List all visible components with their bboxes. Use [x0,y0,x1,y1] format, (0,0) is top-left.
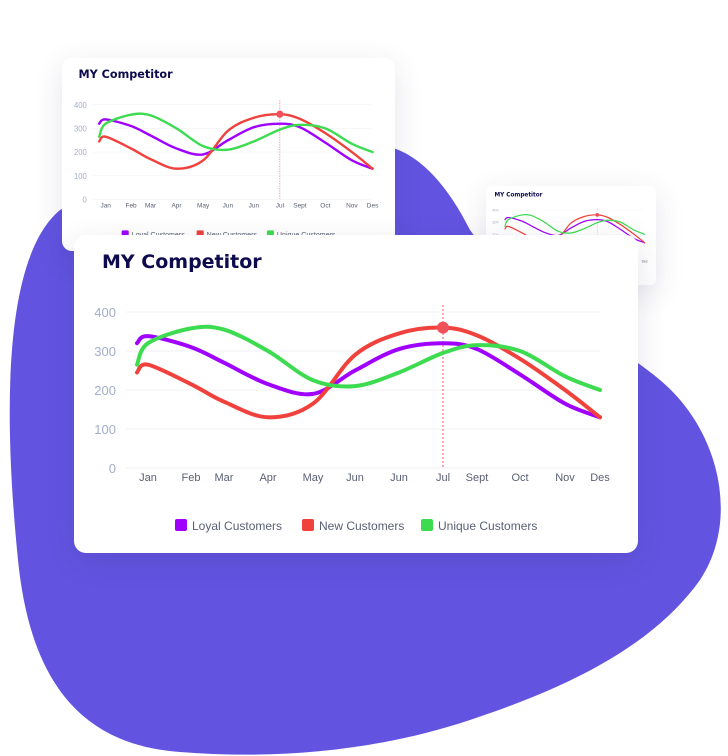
chart-title: MY Competitor [494,192,542,198]
x-tick-label: Jan [100,202,111,209]
competitor-chart-card-preview: MY Competitor 0 100 200 300 400 Jan Feb Mar Apr Ma… [62,58,395,251]
series-line-loyal-customers [135,334,602,420]
x-tick-label: Des [642,260,648,264]
legend-label: Unique Customers [438,519,537,533]
legend-label: New Customers [319,519,404,533]
x-tick-label: Jun [249,202,260,209]
x-tick-label: Mar [215,472,234,484]
x-tick-label: Jan [139,472,157,484]
x-tick-label: Mar [145,202,157,209]
x-tick-label: Des [367,202,379,209]
x-tick-label: Feb [182,472,201,484]
x-tick-label: May [197,202,210,209]
x-tick-label: Jun [346,472,364,484]
x-tick-label: Jun [390,472,408,484]
x-tick-label: Des [590,472,610,484]
y-tick-label: 400 [492,207,499,212]
x-tick-label: May [303,472,324,484]
y-tick-label: 200 [94,383,116,398]
series-line-loyal-customers [504,216,646,244]
legend-swatch [421,519,433,531]
series-line-loyal-customers [98,118,374,170]
x-tick-label: Apr [259,472,276,484]
series-line-unique-customers [504,213,646,235]
series-line-new-customers [98,112,374,170]
highlight-point [595,212,600,217]
y-tick-label: 300 [74,124,87,133]
y-tick-label: 0 [109,461,116,476]
x-tick-label: Nov [555,472,575,484]
legend-swatch [302,519,314,531]
y-tick-label: 100 [74,172,87,181]
chart-title: MY Competitor [102,251,262,273]
y-tick-label: 300 [492,220,499,225]
x-tick-label: Jul [436,472,450,484]
x-tick-label: Nov [346,202,358,209]
highlight-point [437,321,449,334]
x-tick-label: Feb [125,202,137,209]
y-tick-label: 200 [74,148,87,157]
x-tick-label: Jun [223,202,234,209]
x-tick-label: Sept [293,202,307,209]
x-tick-label: Oct [320,202,330,209]
highlight-point [276,110,284,118]
x-tick-label: Jul [276,202,285,209]
chart-title: MY Competitor [79,67,174,81]
x-tick-label: Sept [466,472,489,484]
series-line-new-customers [504,214,646,244]
series-line-unique-customers [98,112,374,154]
y-tick-label: 400 [94,305,116,320]
y-tick-label: 200 [492,232,499,237]
series-line-new-customers [135,325,602,420]
legend-label: Loyal Customers [192,519,282,533]
y-tick-label: 400 [74,101,87,110]
x-tick-label: Oct [511,472,528,484]
y-tick-label: 0 [83,195,88,204]
series-line-unique-customers [135,324,602,392]
y-tick-label: 100 [94,422,116,437]
legend-swatch [175,519,187,531]
y-tick-label: 300 [94,344,116,359]
competitor-chart-card: MY Competitor 0 100 200 300 400 Jan Feb Mar Apr Ma… [74,235,638,553]
x-tick-label: Apr [171,202,182,209]
